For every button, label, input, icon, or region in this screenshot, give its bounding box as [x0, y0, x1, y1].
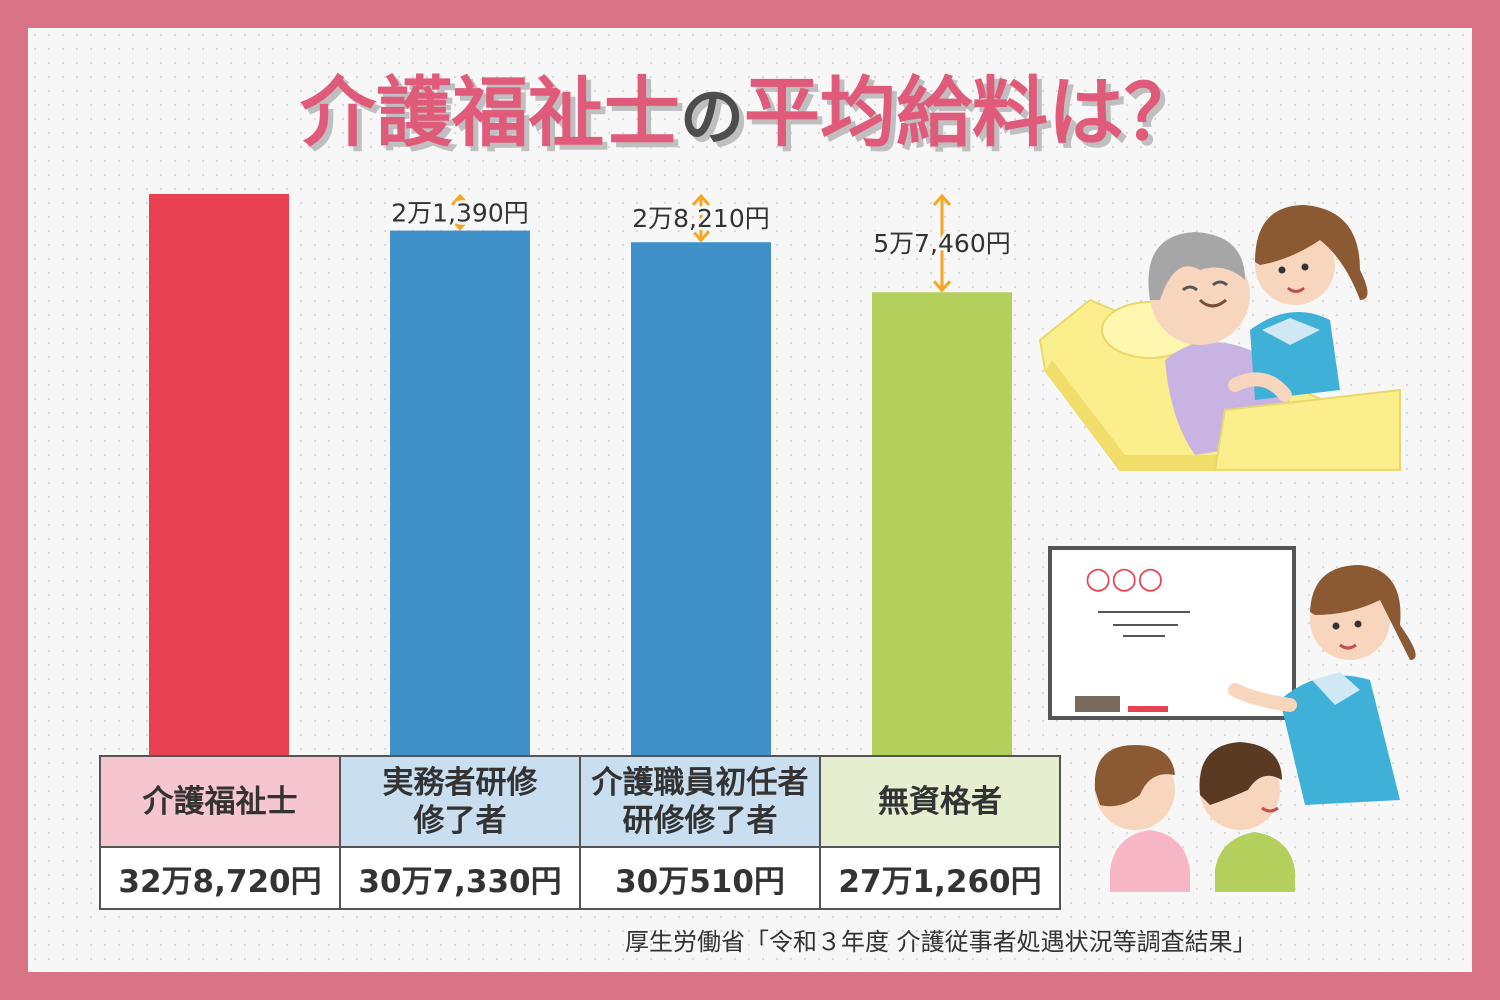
- arrow-head: [932, 193, 952, 206]
- bar: [631, 242, 771, 756]
- table-header-cell: 介護職員初任者 研修修了者: [579, 755, 821, 848]
- arrow-head: [691, 193, 711, 206]
- title-part2: 平均給料は？: [744, 68, 1200, 157]
- bar: [390, 230, 530, 756]
- table-header-row: 介護福祉士 実務者研修 修了者 介護職員初任者 研修修了者 無資格者: [99, 755, 1061, 848]
- difference-label: 2万1,390円: [391, 198, 528, 227]
- salary-table: 介護福祉士 実務者研修 修了者 介護職員初任者 研修修了者 無資格者 32万8,…: [99, 755, 1061, 910]
- arrow-head: [932, 280, 952, 293]
- table-value-row: 32万8,720円 30万7,330円 30万510円 27万1,260円: [99, 846, 1061, 910]
- bar: [872, 292, 1012, 756]
- care-bed-illustration: [1038, 205, 1402, 471]
- page-title: 介護福祉士の平均給料は？: [0, 58, 1500, 168]
- header-line: 介護職員初任者: [591, 764, 809, 801]
- whiteboard-circles: ○○○: [1085, 561, 1164, 596]
- header-line: 無資格者: [878, 783, 1002, 820]
- header-line: 修了者: [413, 802, 507, 839]
- source-citation: 厚生労働省「令和３年度 介護従事者処遇状況等調査結果」: [625, 928, 1257, 956]
- title-particle: の: [680, 81, 744, 155]
- bar: [149, 194, 289, 756]
- table-value-cell: 30万7,330円: [339, 846, 581, 910]
- table-header-cell: 無資格者: [819, 755, 1061, 848]
- arrow-head: [450, 218, 470, 231]
- difference-label: 2万8,210円: [632, 204, 769, 233]
- header-line: 介護福祉士: [142, 783, 298, 820]
- whiteboard-illustration: ○○○: [1048, 546, 1416, 892]
- arrow-head: [691, 230, 711, 243]
- title-part1: 介護福祉士: [300, 68, 680, 157]
- table-value-cell: 32万8,720円: [99, 846, 341, 910]
- table-header-cell: 実務者研修 修了者: [339, 755, 581, 848]
- table-value-cell: 30万510円: [579, 846, 821, 910]
- difference-label: 5万7,460円: [873, 229, 1010, 258]
- table-value-cell: 27万1,260円: [819, 846, 1061, 910]
- table-header-cell: 介護福祉士: [99, 755, 341, 848]
- header-line: 研修修了者: [622, 802, 778, 839]
- arrow-head: [450, 193, 470, 206]
- header-line: 実務者研修: [382, 764, 538, 801]
